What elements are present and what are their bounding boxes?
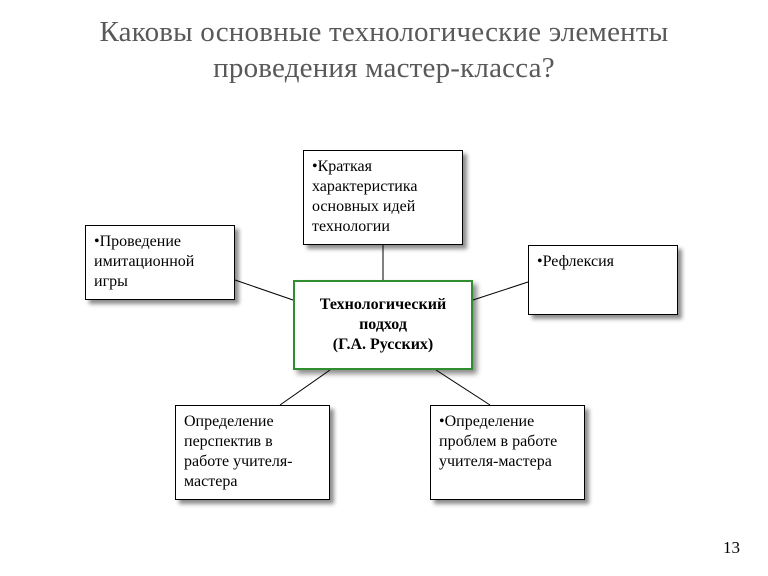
node-top: •Краткая характеристика основных идей те… <box>303 150 463 245</box>
node-bottom-right: •Определение проблем в работе учителя-ма… <box>430 405 585 500</box>
node-right: •Рефлексия <box>528 245 678 315</box>
node-left: •Проведение имитационной игры <box>85 225 235 300</box>
node-bottom-left: Определение перспектив в работе учителя-… <box>175 405 330 500</box>
page-number: 13 <box>723 538 740 558</box>
node-center: Технологический подход(Г.А. Русских) <box>293 280 473 370</box>
diagram-canvas: •Краткая характеристика основных идей те… <box>0 0 768 576</box>
